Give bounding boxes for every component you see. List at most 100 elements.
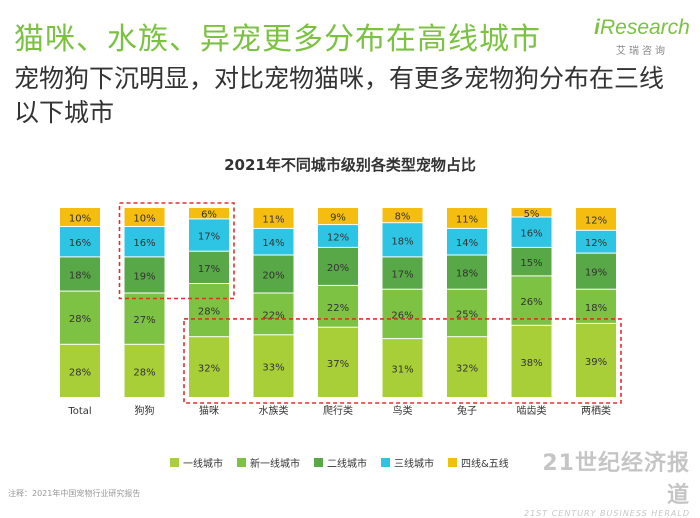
- bar-segment: [382, 289, 423, 339]
- data-label: 18%: [456, 269, 478, 280]
- data-label: 12%: [327, 233, 349, 244]
- data-label: 18%: [391, 236, 413, 247]
- legend-swatch: [237, 458, 246, 467]
- category-label: Total: [67, 406, 91, 417]
- category-label: 爬行类: [323, 404, 353, 417]
- bar-segment: [124, 344, 165, 397]
- bar-segment: [511, 208, 552, 217]
- brand-name: iResearch: [590, 16, 694, 40]
- bar-segment: [511, 247, 552, 276]
- bar-segment: [189, 251, 229, 283]
- bar-segment: [382, 223, 423, 257]
- bar-segment: [447, 208, 487, 228]
- data-label: 16%: [520, 229, 542, 240]
- bar-segment: [511, 217, 552, 247]
- bar-segment: [253, 228, 294, 255]
- data-label: 9%: [330, 213, 346, 224]
- data-label: 28%: [133, 367, 155, 378]
- legend-item: 新一线城市: [237, 455, 300, 470]
- data-label: 14%: [262, 238, 284, 249]
- brand-name-i: i: [594, 16, 600, 39]
- data-label: 32%: [456, 364, 478, 375]
- bar-segment: [447, 228, 487, 255]
- legend-swatch: [314, 458, 323, 467]
- data-label: 5%: [524, 209, 540, 220]
- data-label: 11%: [456, 214, 478, 225]
- data-label: 37%: [327, 359, 349, 370]
- category-label: 兔子: [457, 404, 477, 417]
- watermark: 21世纪经济报道 21ST CENTURY BUSINESS HERALD: [520, 445, 690, 518]
- data-label: 18%: [585, 303, 607, 314]
- brand-sub: 艾瑞咨询: [616, 46, 668, 57]
- bar-segment: [189, 284, 229, 337]
- highlight-box: [183, 318, 622, 404]
- brand-name-rest: Research: [599, 16, 690, 39]
- bar-segment: [576, 208, 616, 230]
- data-label: 22%: [262, 310, 284, 321]
- data-label: 19%: [133, 271, 155, 282]
- chart-title: 2021年不同城市级别各类型宠物占比: [224, 156, 476, 174]
- data-label: 16%: [133, 238, 155, 249]
- bar-segment: [60, 257, 100, 291]
- headline: 猫咪、水族、异宠更多分布在高线城市: [14, 22, 541, 57]
- data-label: 26%: [520, 297, 542, 308]
- category-label: 狗狗: [135, 404, 155, 417]
- legend-label: 三线城市: [394, 459, 434, 470]
- data-label: 27%: [133, 315, 155, 326]
- bar-segment: [124, 227, 165, 257]
- legend-label: 二线城市: [327, 459, 367, 470]
- data-label: 25%: [456, 309, 478, 320]
- legend-item: 二线城市: [314, 455, 367, 470]
- bar-segment: [318, 225, 358, 247]
- bar-segment: [60, 291, 100, 344]
- data-label: 31%: [391, 365, 413, 376]
- bar-segment: [189, 219, 229, 251]
- data-label: 15%: [520, 258, 542, 269]
- bar-segment: [382, 257, 423, 289]
- data-label: 16%: [69, 238, 91, 249]
- bar-segment: [253, 255, 294, 293]
- bar-segment: [576, 230, 616, 253]
- bar-segment: [318, 247, 358, 285]
- bar-segment: [189, 208, 229, 219]
- legend-label: 一线城市: [183, 459, 223, 470]
- data-label: 12%: [585, 238, 607, 249]
- data-label: 20%: [262, 271, 284, 282]
- data-label: 19%: [585, 268, 607, 279]
- data-label: 22%: [327, 303, 349, 314]
- category-label: 两栖类: [581, 404, 611, 417]
- data-label: 28%: [69, 367, 91, 378]
- legend-item: 四线&五线: [448, 455, 509, 470]
- legend-swatch: [448, 458, 457, 467]
- category-label: 水族类: [259, 404, 289, 417]
- bar-segment: [253, 293, 294, 335]
- chart-legend: 一线城市 新一线城市 二线城市 三线城市 四线&五线: [170, 455, 509, 470]
- footnote: 注释：2021年中国宠物行业研究报告: [8, 489, 141, 498]
- data-label: 38%: [520, 358, 542, 369]
- data-label: 10%: [69, 214, 91, 225]
- legend-item: 三线城市: [381, 455, 434, 470]
- data-label: 32%: [198, 364, 220, 375]
- watermark-main: 21世纪经济报道: [542, 451, 690, 508]
- bar-segment: [447, 255, 487, 289]
- data-label: 39%: [585, 357, 607, 368]
- legend-item: 一线城市: [170, 455, 223, 470]
- data-label: 6%: [201, 210, 217, 221]
- legend-label: 四线&五线: [461, 459, 509, 470]
- bar-segment: [60, 344, 100, 397]
- data-label: 12%: [585, 215, 607, 226]
- data-label: 10%: [133, 214, 155, 225]
- category-label: 啮齿类: [517, 404, 547, 417]
- data-label: 33%: [262, 363, 284, 374]
- bar-segment: [382, 208, 423, 223]
- data-label: 11%: [262, 214, 284, 225]
- data-label: 18%: [69, 271, 91, 282]
- data-label: 20%: [327, 263, 349, 274]
- bar-segment: [124, 257, 165, 293]
- bar-segment: [60, 227, 100, 257]
- category-label: 鸟类: [393, 404, 413, 417]
- data-label: 26%: [391, 310, 413, 321]
- bar-segment: [447, 337, 487, 397]
- bar-segment: [318, 208, 358, 225]
- bar-segment: [318, 327, 358, 397]
